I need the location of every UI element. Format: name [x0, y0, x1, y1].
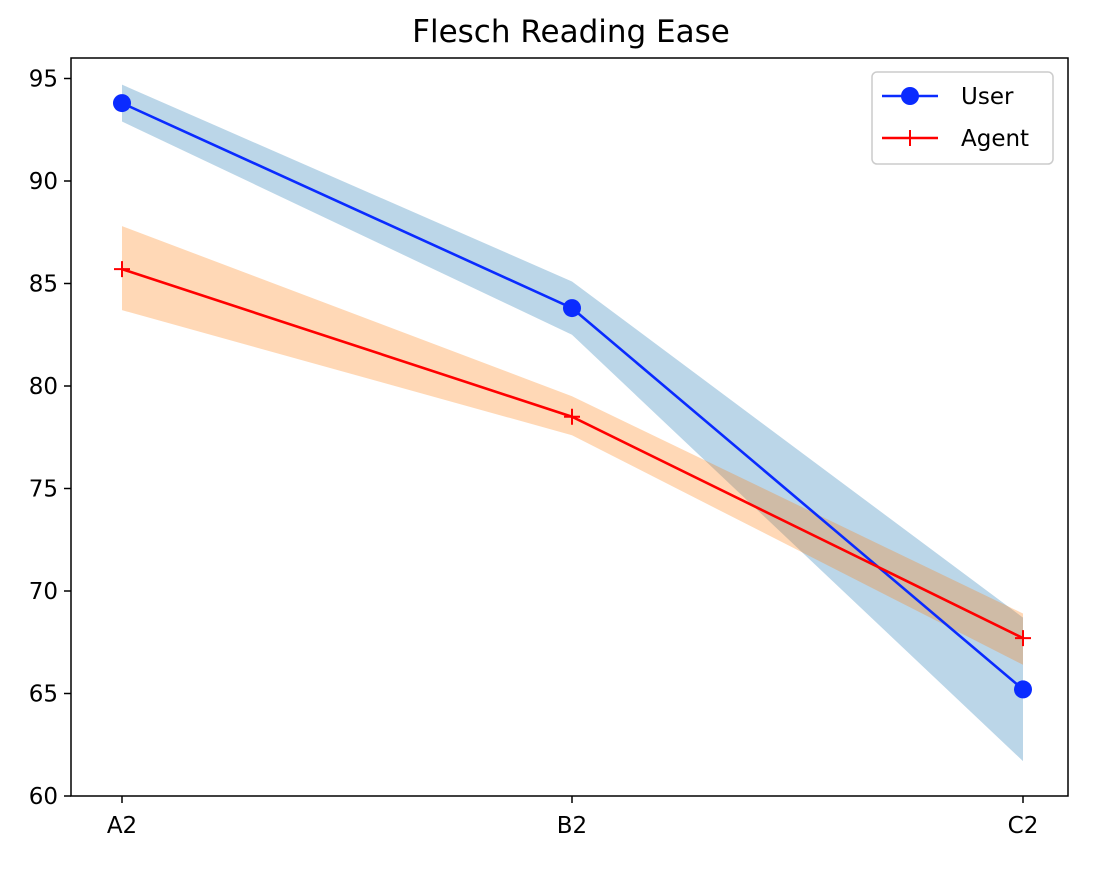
legend-label-agent: Agent [961, 126, 1029, 152]
plot-frame [70, 57, 1069, 797]
y-tick-label: 85 [29, 272, 58, 298]
band-agent [122, 226, 1023, 665]
x-axis: A2 B2 C2 [107, 796, 1039, 839]
point-user-c2 [1014, 680, 1032, 699]
y-tick-label: 70 [29, 579, 58, 605]
y-tick-label: 60 [29, 784, 58, 810]
y-axis: 60 65 70 75 80 85 90 95 [29, 67, 71, 810]
confidence-bands [122, 84, 1023, 762]
y-tick-label: 75 [29, 477, 58, 503]
legend-marker-user [901, 87, 919, 105]
point-user-a2 [113, 94, 131, 113]
chart-title: Flesch Reading Ease [412, 14, 730, 50]
band-user [122, 84, 1023, 762]
x-tick-label: A2 [107, 813, 137, 839]
y-tick-label: 65 [29, 682, 58, 708]
series-markers [113, 94, 1032, 699]
point-agent-c2 [1015, 630, 1031, 647]
point-agent-b2 [564, 408, 580, 425]
legend-marker-agent [902, 130, 918, 146]
legend: User Agent [871, 71, 1054, 165]
legend-label-user: User [961, 84, 1014, 110]
y-tick-label: 95 [29, 67, 58, 93]
x-tick-label: B2 [557, 813, 587, 839]
point-user-b2 [563, 299, 581, 318]
y-tick-label: 80 [29, 374, 58, 400]
x-tick-label: C2 [1008, 813, 1039, 839]
point-agent-a2 [114, 261, 130, 278]
y-tick-label: 90 [29, 169, 58, 195]
